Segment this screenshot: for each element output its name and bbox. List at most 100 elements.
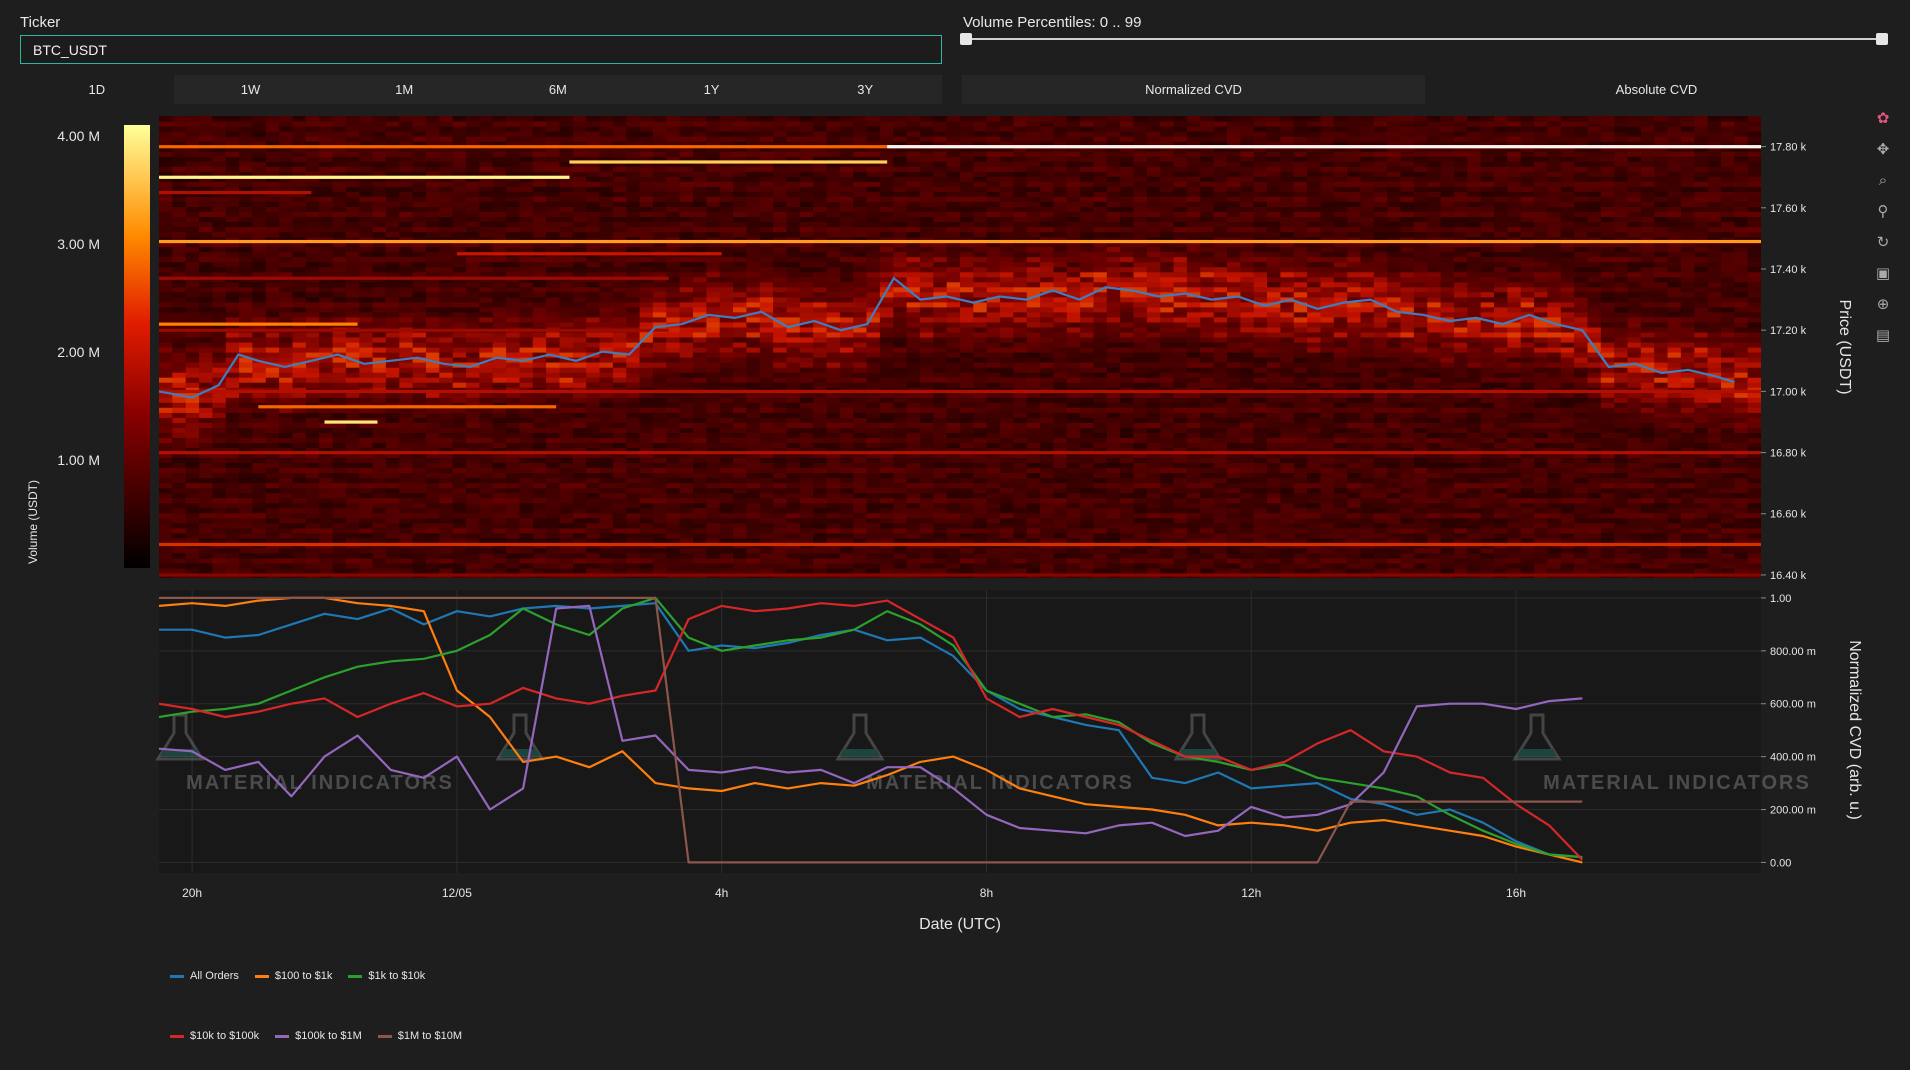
heatmap-cell — [586, 392, 601, 398]
heatmap-cell — [719, 201, 734, 207]
heatmap-cell — [519, 246, 534, 253]
comment-icon[interactable]: ▤ — [1875, 327, 1891, 344]
heatmap-cell — [479, 156, 494, 162]
heatmap-cell — [866, 472, 881, 479]
heatmap-cell — [319, 432, 334, 438]
heatmap-cell — [332, 557, 347, 564]
heatmap-cell — [786, 276, 801, 283]
heatmap-cell — [706, 166, 721, 172]
heatmap-cell — [586, 417, 601, 423]
heatmap-cell — [813, 126, 827, 132]
heatmap-cell — [866, 231, 881, 238]
heatmap-cell — [359, 457, 374, 464]
percentile-slider-max-handle[interactable] — [1876, 33, 1888, 45]
heatmap-cell — [426, 412, 440, 418]
zoom-icon[interactable]: ⌕ — [1878, 171, 1888, 189]
heatmap-cell — [626, 532, 641, 539]
tab-1w[interactable]: 1W — [173, 75, 328, 104]
heatmap-cell — [426, 552, 440, 559]
heatmap-cell — [372, 547, 387, 554]
heatmap-cell — [572, 291, 587, 298]
heatmap-cell — [639, 161, 654, 167]
heatmap-cell — [305, 532, 320, 539]
heatmap-cell — [426, 261, 440, 268]
heatmap-cell — [799, 487, 814, 494]
heatmap-cell — [759, 146, 774, 152]
heatmap-cell — [185, 412, 200, 418]
heatmap-cell — [839, 211, 854, 217]
heatmap-cell — [559, 301, 574, 308]
heatmap-cell — [185, 392, 200, 398]
crosshair-icon[interactable]: ⊕ — [1876, 296, 1890, 313]
heatmap-cell — [279, 447, 293, 453]
heatmap-cell — [212, 181, 227, 187]
heatmap-cell — [385, 126, 400, 132]
heatmap-cell — [225, 422, 240, 428]
pan-icon[interactable]: ✥ — [1876, 141, 1890, 158]
heatmap-cell — [439, 432, 454, 438]
heatmap-cell — [332, 296, 347, 303]
heatmap-cell — [706, 236, 721, 243]
heatmap-cell — [519, 301, 534, 308]
heatmap-cell — [853, 342, 868, 348]
heatmap-cell — [826, 271, 841, 278]
heatmap-cell — [586, 211, 601, 217]
heatmap-cell — [626, 487, 641, 494]
heatmap-cell — [359, 527, 374, 534]
reset-icon[interactable]: ↻ — [1876, 234, 1890, 251]
zoom-compare-icon[interactable]: ⚲ — [1877, 203, 1889, 220]
heatmap-cell — [826, 206, 841, 212]
heatmap-cell — [359, 141, 374, 147]
heatmap-cell — [199, 497, 213, 504]
tab-normalized-cvd[interactable]: Normalized CVD — [962, 75, 1425, 104]
heatmap-cell — [239, 477, 253, 484]
heatmap-cell — [185, 226, 200, 233]
heatmap-cell — [359, 442, 374, 448]
heatmap-cell — [452, 512, 467, 519]
heatmap-cell — [866, 266, 881, 273]
tab-1y[interactable]: 1Y — [634, 75, 789, 104]
ticker-input[interactable] — [20, 35, 942, 64]
heatmap-cell — [279, 131, 293, 137]
heatmap-cell — [305, 206, 320, 212]
heatmap-cell — [773, 517, 787, 524]
heatmap-cell — [385, 427, 400, 433]
heatmap-cell — [279, 306, 293, 313]
heatmap-cell — [719, 236, 734, 243]
tab-1d[interactable]: 1D — [20, 75, 174, 104]
percentile-slider-track[interactable] — [965, 38, 1882, 40]
tab-3y[interactable]: 3Y — [788, 75, 943, 104]
heatmap-cell — [385, 512, 400, 519]
heatmap-cell — [799, 131, 814, 137]
plotly-logo-icon[interactable]: ✿ — [1876, 110, 1890, 127]
heatmap-cell — [839, 502, 854, 509]
heatmap-cell — [839, 186, 854, 192]
heatmap-cell — [212, 367, 227, 373]
heatmap-cell — [345, 191, 360, 197]
heatmap-cell — [252, 181, 267, 187]
heatmap-cell — [599, 482, 614, 489]
tab-absolute-cvd[interactable]: Absolute CVD — [1425, 75, 1888, 104]
heatmap-cell — [559, 457, 574, 464]
heatmap-cell — [172, 161, 187, 167]
heatmap-cell — [225, 301, 240, 308]
heatmap-cell — [559, 362, 574, 368]
save-icon[interactable]: ▣ — [1875, 265, 1891, 282]
heatmap-cell — [759, 226, 774, 233]
heatmap-cell — [626, 397, 641, 403]
heatmap-cell — [826, 251, 841, 258]
heatmap-cell — [746, 196, 761, 202]
percentile-slider-min-handle[interactable] — [960, 33, 972, 45]
heatmap-cell — [799, 392, 814, 398]
heatmap-cell — [693, 502, 707, 509]
heatmap-cell — [506, 402, 520, 408]
heatmap-cell — [706, 412, 721, 418]
tab-1m[interactable]: 1M — [327, 75, 482, 104]
heatmap-cell — [559, 311, 574, 318]
heatmap-cell — [679, 402, 694, 408]
tab-6m[interactable]: 6M — [481, 75, 635, 104]
heatmap-cell — [172, 311, 187, 318]
heatmap-cell — [532, 497, 547, 504]
heatmap-cell — [345, 261, 360, 268]
heatmap-cell — [599, 171, 614, 177]
